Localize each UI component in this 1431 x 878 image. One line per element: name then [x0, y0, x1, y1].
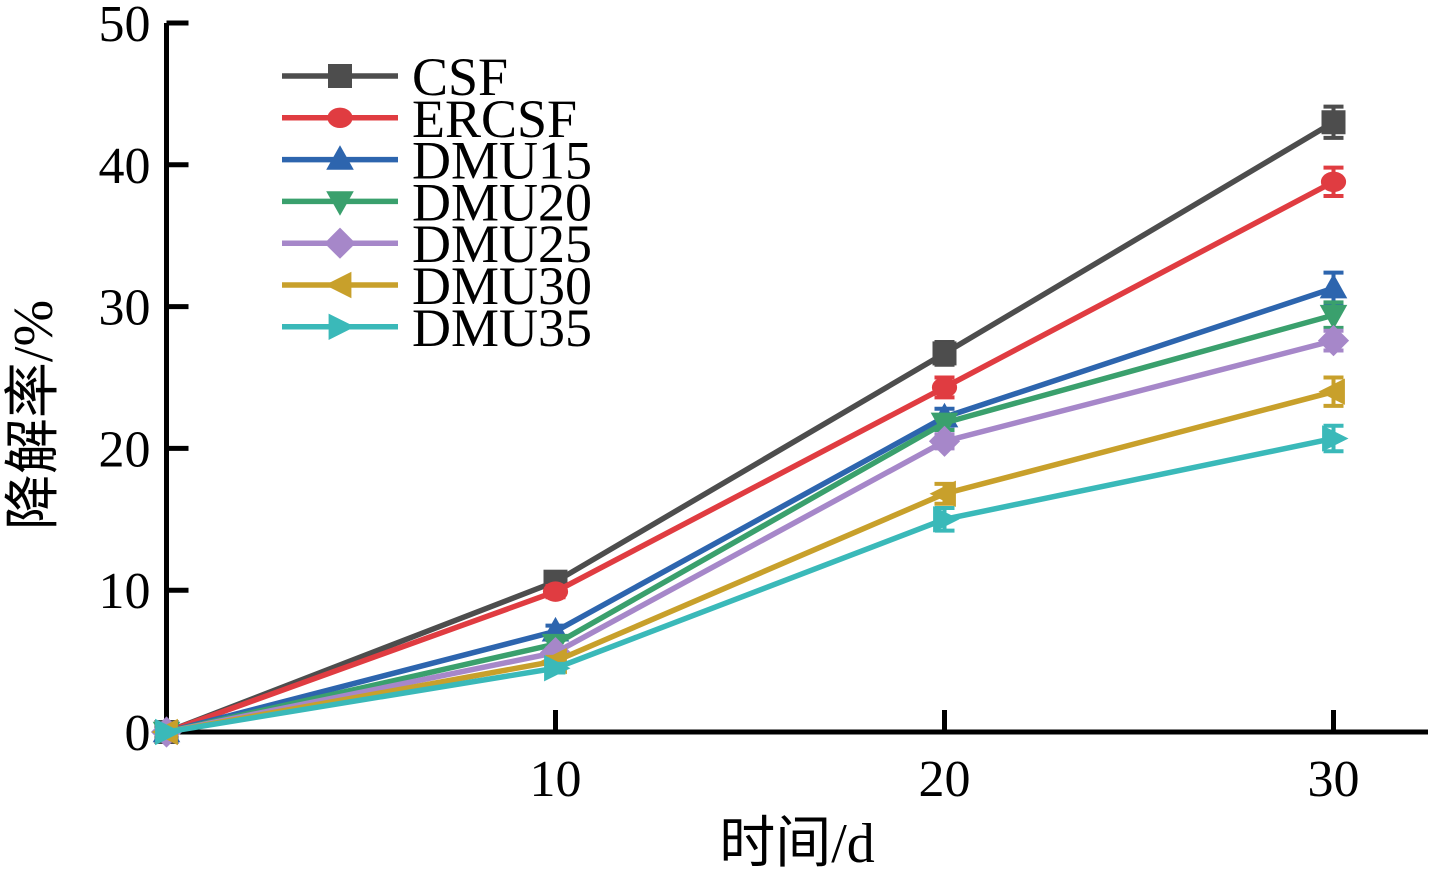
triangle-right-marker	[328, 313, 355, 340]
diamond-marker	[539, 636, 572, 669]
legend-label: CSF	[412, 47, 508, 107]
series-line	[165, 337, 1335, 735]
triangle-right-marker	[933, 506, 960, 533]
series-DMU35	[155, 423, 1349, 746]
legend-item-ERCSF: ERCSF	[282, 89, 577, 149]
x-tick-label: 30	[1308, 751, 1360, 808]
triangle-left-marker	[929, 480, 956, 507]
legend-label: ERCSF	[412, 89, 577, 149]
x-tick-label: 20	[919, 751, 971, 808]
legend-item-DMU35: DMU35	[282, 298, 592, 358]
series-ERCSF	[153, 165, 1347, 743]
y-tick-label: 50	[99, 0, 151, 53]
diamond-marker	[1317, 325, 1350, 357]
x-tick-label: 10	[530, 751, 582, 808]
circle-marker	[1320, 171, 1347, 193]
triangle-left-marker	[1318, 378, 1345, 405]
y-tick-label: 20	[99, 421, 151, 478]
triangle-down-marker	[1319, 304, 1348, 330]
legend-item-DMU15: DMU15	[282, 131, 592, 191]
series-line	[166, 389, 1335, 735]
circle-marker	[542, 581, 569, 602]
legend-label: DMU25	[412, 214, 592, 274]
triangle-up-marker	[326, 145, 354, 170]
x-axis-title: 时间/d	[719, 813, 875, 875]
circle-marker	[931, 377, 958, 398]
triangle-right-marker	[544, 654, 571, 682]
legend-item-CSF: CSF	[282, 47, 508, 107]
triangle-up-marker	[1319, 273, 1348, 299]
axes: 10 20 30 0 10 20 30 40 50	[99, 0, 1428, 808]
y-tick-label: 0	[125, 705, 151, 762]
series-line	[165, 179, 1335, 735]
circle-marker	[327, 107, 353, 128]
triangle-right-marker	[1322, 425, 1349, 452]
legend-label: DMU20	[412, 172, 592, 232]
triangle-down-marker	[326, 191, 354, 216]
series-line	[165, 119, 1335, 735]
series-line	[166, 435, 1335, 735]
legend-label: DMU35	[412, 298, 592, 358]
series-line	[165, 285, 1335, 735]
square-marker	[932, 341, 957, 366]
y-tick-label: 30	[99, 280, 151, 337]
triangle-left-marker	[325, 271, 352, 299]
legend-item-DMU30: DMU30	[282, 256, 592, 316]
y-tick-label: 10	[99, 563, 151, 620]
square-marker	[1321, 110, 1346, 135]
legend-label: DMU30	[412, 256, 592, 316]
legend-item-DMU20: DMU20	[282, 172, 592, 232]
triangle-right-marker	[155, 718, 182, 746]
square-marker	[328, 64, 352, 88]
legend-item-DMU25: DMU25	[282, 214, 592, 274]
data-series	[150, 104, 1350, 748]
y-axis-title: 降解率/%	[3, 300, 65, 530]
legend-label: DMU15	[412, 131, 592, 191]
diamond-marker	[324, 227, 356, 259]
diamond-marker	[928, 425, 961, 457]
series-line	[165, 312, 1335, 735]
triangle-down-marker	[930, 412, 959, 438]
y-tick-label: 40	[99, 138, 151, 195]
